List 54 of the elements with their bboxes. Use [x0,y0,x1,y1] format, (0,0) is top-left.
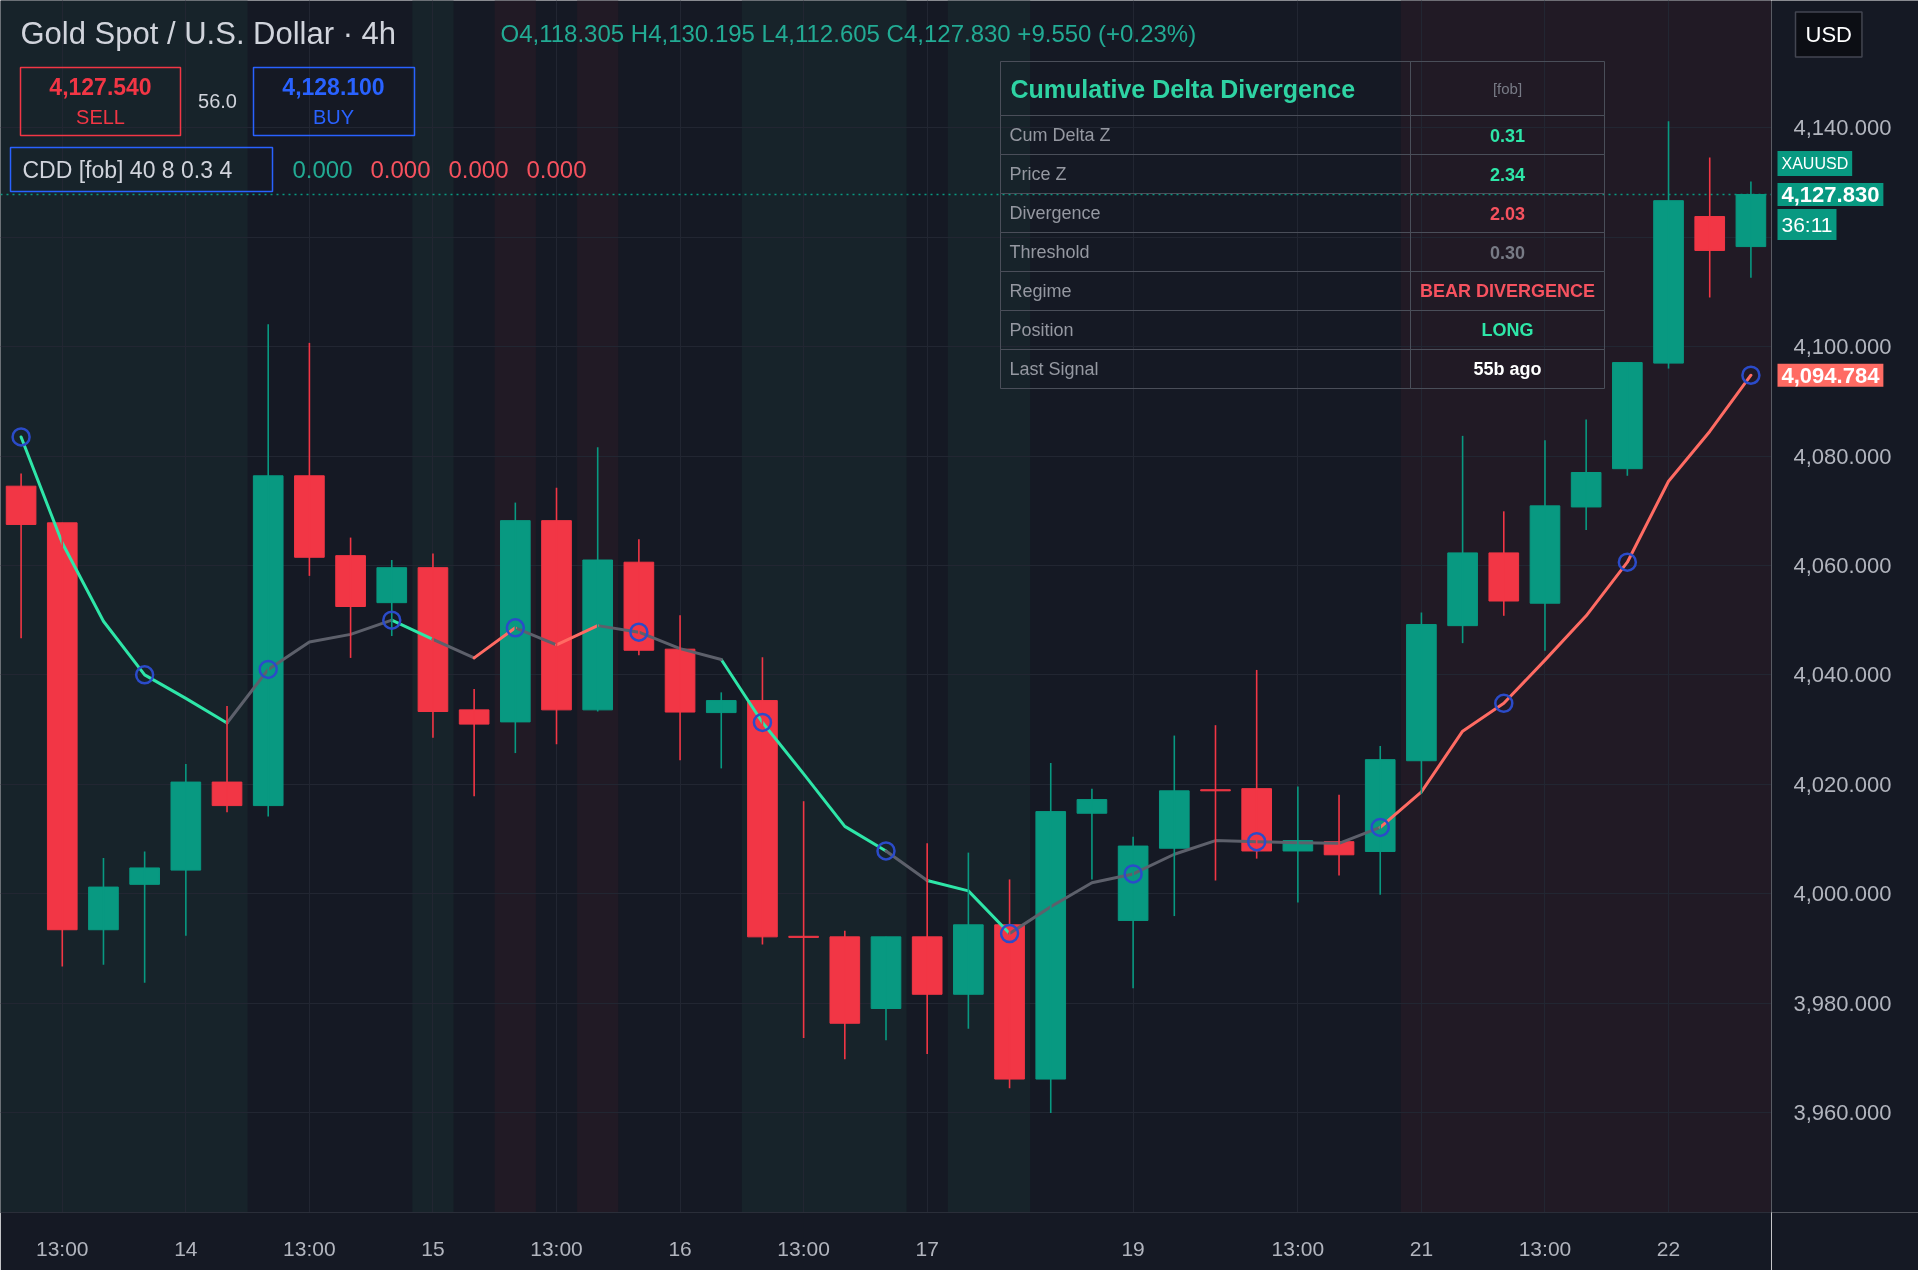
y-tick-label: 3,960.000 [1793,1099,1892,1125]
annotation: CDD [fob] 40 8 0.3 4 [22,156,233,183]
annotation: BEAR DIVERGENCE [1419,281,1596,301]
annotation: Last Signal [1009,359,1099,379]
y-tick-label: 4,100.000 [1793,334,1892,360]
annotation: [fob] [1492,80,1523,97]
y-tick-label: 4,040.000 [1793,662,1892,688]
text: XAUUSD [1781,155,1849,172]
annotation: 56.0 [198,89,237,112]
x-tick-label: 13:00 [1271,1236,1325,1260]
x-tick-label: 15 [421,1236,445,1260]
x-tick-label: 19 [1121,1236,1145,1260]
annotation: 4,128.100 [282,74,385,100]
x-tick-label: 22 [1656,1236,1681,1260]
annotation: 0.000 [370,156,431,183]
annotation: SELL [76,105,125,128]
y-tick-label: 3,980.000 [1793,990,1892,1016]
annotation: 2.03 [1489,203,1526,224]
annotation: 0.30 [1489,242,1526,263]
y-tick-label: 4,060.000 [1793,552,1892,578]
annotation: O4,118.305 H4,130.195 L4,112.605 C4,127.830 +9.550 (+0.23%) [500,20,1197,47]
x-tick-label: 16 [668,1236,692,1260]
annotation: Divergence [1009,203,1101,223]
annotation: 0.000 [526,156,587,183]
x-tick-label: 13:00 [1518,1236,1572,1260]
annotation: 0.31 [1489,125,1526,146]
x-tick-label: 13:00 [36,1236,89,1260]
annotation: 2.34 [1489,164,1526,185]
annotation: Cum Delta Z [1009,125,1111,145]
x-tick-label: 13:00 [283,1236,336,1260]
x-tick-label: 14 [174,1236,198,1260]
ref-line-label: 4,127.830 36:11 [1781,182,1880,236]
annotation: Position [1009,320,1074,340]
x-tick-label: 21 [1409,1236,1434,1260]
x-tick-label: 17 [915,1236,939,1260]
text: USD [1805,22,1852,47]
y-tick-label: 4,140.000 [1793,115,1892,141]
annotation: Threshold [1009,242,1090,262]
annotation: Regime [1009,281,1072,301]
y-tick-label: 4,000.000 [1793,881,1892,907]
x-tick-label: 13:00 [777,1236,830,1260]
y-tick-label: 4,080.000 [1793,443,1892,469]
x-tick-label: 13:00 [530,1236,583,1260]
annotation: 55b ago [1473,359,1542,379]
text: Gold Spot / U.S. Dollar · 4h [20,16,397,51]
annotation: Cumulative Delta Divergence [1010,74,1356,103]
annotation: Price Z [1009,164,1067,184]
annotation: BUY [312,105,355,128]
y-tick-label: 4,020.000 [1793,771,1892,797]
annotation: 0.000 [292,156,353,183]
data-label: 4,094.784 [1781,362,1881,388]
annotation: 4,127.540 [49,74,152,100]
annotation: LONG [1481,320,1534,340]
annotation: 0.000 [448,156,509,183]
